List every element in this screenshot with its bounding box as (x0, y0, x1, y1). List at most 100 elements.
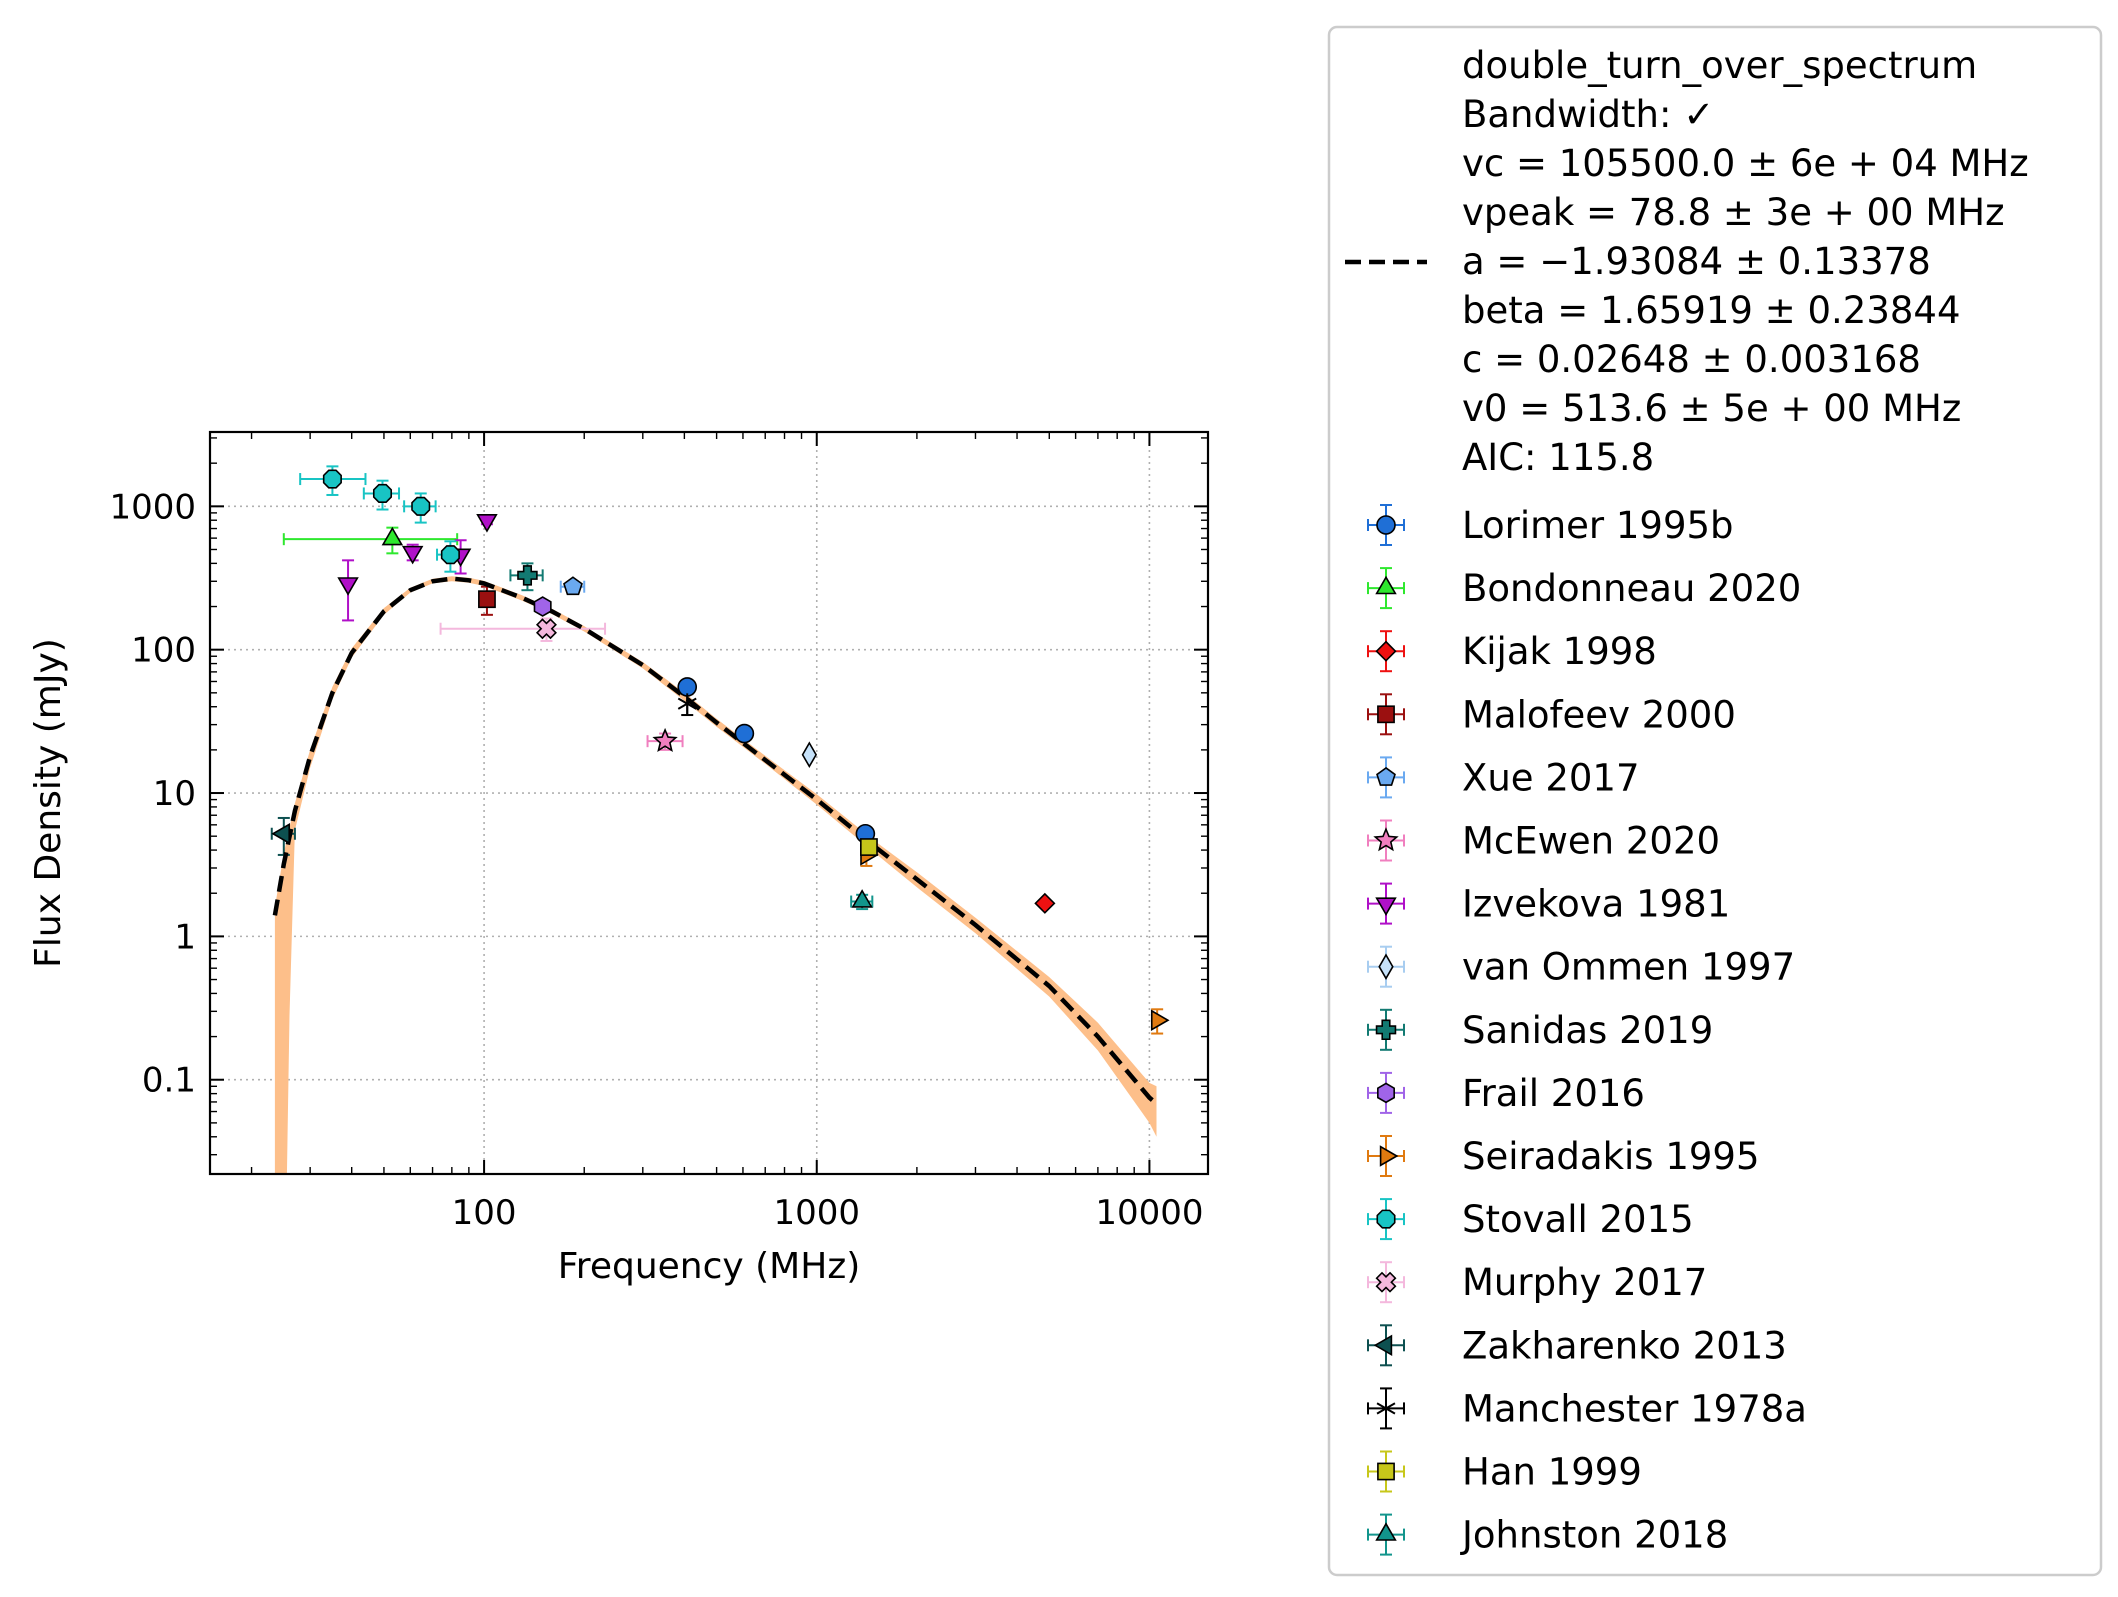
legend-label: Frail 2016 (1462, 1072, 1645, 1115)
legend-label: Xue 2017 (1462, 756, 1639, 799)
data-point (801, 741, 818, 769)
data-point (533, 596, 552, 617)
legend-marker (1377, 1082, 1395, 1104)
axis-ticks (210, 432, 1208, 1174)
data-point (478, 590, 496, 609)
data-point (322, 469, 342, 489)
legend-marker (1375, 897, 1397, 917)
legend-label: Bondonneau 2020 (1462, 567, 1801, 610)
legend-entry: Han 1999 (1367, 1450, 1642, 1494)
data-point (381, 526, 404, 546)
legend-entry: Johnston 2018 (1367, 1513, 1728, 1557)
legend-fit-label: beta = 1.65919 ± 0.23844 (1462, 289, 1961, 332)
y-tick-label: 10 (153, 774, 196, 814)
legend-label: Izvekova 1981 (1462, 883, 1730, 926)
legend-entry: Manchester 1978a (1367, 1387, 1807, 1430)
legend-entry: Xue 2017 (1367, 756, 1639, 799)
x-tick-label: 10000 (1095, 1193, 1203, 1233)
legend-marker (1375, 575, 1397, 595)
legend-entry: Lorimer 1995b (1367, 504, 1734, 547)
data-point (860, 838, 878, 856)
legend-label: Malofeev 2000 (1462, 693, 1736, 736)
data-point (517, 565, 538, 586)
data-point (476, 514, 498, 533)
legend-entry: Bondonneau 2020 (1367, 567, 1801, 610)
legend-marker (1373, 827, 1399, 852)
tick-labels: 100 1000 10000 0.1 1 10 100 1000 (109, 487, 1203, 1233)
legend-marker (1376, 1398, 1396, 1419)
legend-label: Sanidas 2019 (1462, 1009, 1713, 1052)
legend-fit-label: a = −1.93084 ± 0.13378 (1462, 240, 1931, 283)
y-tick-label: 1000 (109, 487, 196, 527)
y-tick-label: 0.1 (142, 1061, 196, 1101)
legend-marker (1375, 1522, 1397, 1541)
legend-marker (1375, 1271, 1397, 1293)
data-point (535, 618, 557, 640)
data-point (271, 823, 291, 845)
legend-fit-label: AIC: 115.8 (1462, 436, 1654, 479)
legend-fit-label: vpeak = 78.8 ± 3e + 00 MHz (1462, 191, 2005, 234)
legend-label: Manchester 1978a (1462, 1387, 1807, 1430)
legend-entry: McEwen 2020 (1367, 819, 1720, 863)
legend-entry: Malofeev 2000 (1367, 693, 1736, 736)
data-point (563, 576, 583, 596)
legend-label: Murphy 2017 (1462, 1261, 1707, 1304)
legend-entry: van Ommen 1997 (1367, 945, 1795, 989)
y-axis-label: Flux Density (mJy) (28, 638, 69, 968)
legend-label: Johnston 2018 (1460, 1514, 1728, 1557)
grid-lines (210, 432, 1208, 1174)
legend-entry: Kijak 1998 (1367, 630, 1657, 673)
legend-marker (1376, 766, 1396, 786)
legend-label: van Ommen 1997 (1462, 946, 1795, 989)
data-point (677, 677, 698, 697)
y-tick-label: 1 (174, 917, 196, 957)
legend-entry: Stovall 2015 (1367, 1198, 1694, 1241)
data-point (440, 545, 460, 565)
legend-label: McEwen 2020 (1462, 820, 1720, 863)
legend-entry: Frail 2016 (1367, 1071, 1645, 1115)
legend-label: Lorimer 1995b (1462, 504, 1734, 547)
data-point (851, 889, 873, 908)
data-point (337, 577, 359, 596)
x-tick-label: 1000 (773, 1193, 860, 1233)
legend-entry: Izvekova 1981 (1367, 882, 1730, 926)
data-point (1034, 892, 1056, 914)
legend-label: Han 1999 (1462, 1451, 1642, 1494)
legend-entry: Seiradakis 1995 (1367, 1135, 1759, 1178)
data-point (1150, 1009, 1170, 1031)
legend-fit-label: double_turn_over_spectrum (1462, 44, 1977, 87)
legend-marker (1377, 705, 1395, 724)
data-point (677, 693, 697, 715)
x-tick-label: 100 (452, 1193, 517, 1233)
legend-fit-label: v0 = 513.6 ± 5e + 00 MHz (1462, 387, 1961, 430)
y-tick-label: 100 (131, 631, 196, 671)
legend-label: Zakharenko 2013 (1462, 1324, 1787, 1367)
legend-marker (1377, 1462, 1395, 1481)
plot-area (270, 465, 1170, 1174)
legend-fit-label: vc = 105500.0 ± 6e + 04 MHz (1462, 142, 2029, 185)
legend-frame (1327, 25, 2103, 1577)
axes-frame (208, 430, 1210, 1176)
legend-label: Kijak 1998 (1462, 630, 1657, 673)
legend-label: Stovall 2015 (1462, 1198, 1694, 1241)
legend-label: Seiradakis 1995 (1462, 1135, 1759, 1178)
legend-marker (1379, 1145, 1399, 1167)
data-point (401, 545, 424, 565)
data-point (411, 496, 431, 516)
legend: double_turn_over_spectrum Bandwidth: ✓ vc … (1327, 25, 2103, 1577)
legend-entry: Zakharenko 2013 (1367, 1324, 1787, 1367)
fit-curve (272, 576, 1158, 1106)
legend-marker (1375, 640, 1397, 662)
legend-fit-label: c = 0.02648 ± 0.003168 (1462, 338, 1921, 381)
legend-marker (1378, 953, 1394, 981)
legend-fit-label: Bandwidth: ✓ (1462, 93, 1714, 136)
data-markers (271, 469, 1170, 1031)
legend-marker (1376, 1209, 1396, 1229)
data-point (372, 483, 393, 503)
data-point (734, 723, 755, 744)
legend-entry: Murphy 2017 (1367, 1261, 1707, 1304)
legend-marker (1376, 515, 1396, 535)
legend-entry: Sanidas 2019 (1367, 1008, 1713, 1052)
legend-marker (1373, 1334, 1393, 1357)
